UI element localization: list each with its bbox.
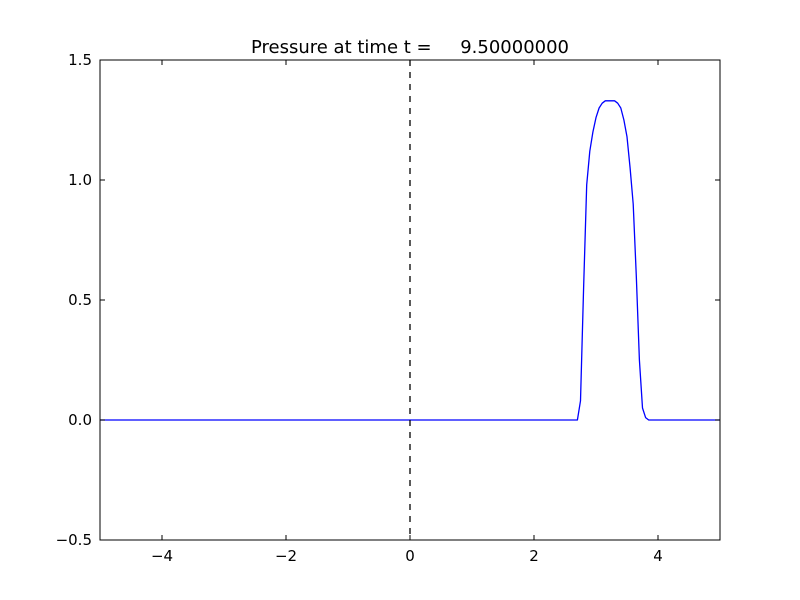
y-tick-label-4: 1.5 [68, 51, 92, 69]
x-tick-label-1: −2 [275, 547, 297, 565]
series-line-0 [100, 100, 720, 421]
y-tick-label-1: 0.0 [68, 411, 92, 429]
y-tick-label-3: 1.0 [68, 171, 92, 189]
x-tick-label-4: 4 [653, 547, 663, 565]
x-tick-label-0: −4 [151, 547, 173, 565]
chart-title: Pressure at time t = 9.50000000 [251, 37, 569, 58]
x-tick-label-3: 2 [529, 547, 539, 565]
y-tick-label-2: 0.5 [68, 291, 92, 309]
x-tick-label-2: 0 [405, 547, 415, 565]
y-tick-label-0: −0.5 [56, 531, 92, 549]
plot-area: −4 −2 0 2 4 −0.5 0.0 0.5 1.0 1.5 [56, 51, 721, 565]
